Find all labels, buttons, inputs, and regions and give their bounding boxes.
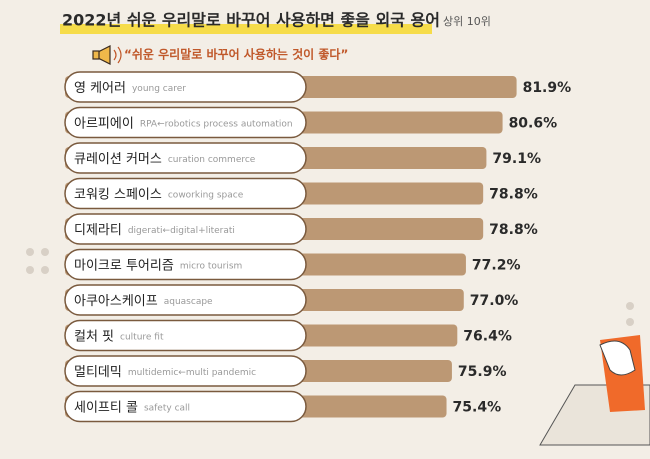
category-description: coworking space (168, 190, 244, 200)
category-name: 마이크로 투어리즘 (74, 258, 174, 273)
annotation: “쉬운 우리말로 바꾸어 사용하는 것이 좋다” (124, 47, 348, 62)
category-label: 아쿠아스케이프 aquascape (74, 294, 213, 309)
category-label: 큐레이션 커머스 curation commerce (74, 152, 256, 167)
title-highlight (60, 24, 432, 34)
label-pill (64, 355, 307, 387)
label-pill (64, 177, 307, 210)
category-name: 멀티데믹 (74, 365, 122, 380)
category-name: 코워킹 스페이스 (74, 187, 162, 202)
category-label: 세이프티 콜 safety call (74, 400, 190, 415)
category-description: RPA←robotics process automation (140, 119, 293, 129)
value-label: 76.4% (463, 329, 512, 345)
label-pill (64, 142, 307, 174)
category-description: multidemic←multi pandemic (128, 368, 256, 378)
category-label: 마이크로 투어리즘 micro tourism (74, 258, 242, 273)
category-name: 컬처 핏 (74, 329, 114, 344)
category-description: safety call (144, 403, 190, 413)
label-pill (64, 213, 307, 245)
category-name: 아르피에이 (74, 116, 134, 131)
category-label: 아르피에이 RPA←robotics process automation (74, 116, 293, 131)
category-description: micro tourism (180, 261, 242, 271)
category-name: 큐레이션 커머스 (74, 152, 162, 167)
label-pill (64, 390, 307, 423)
category-name: 아쿠아스케이프 (74, 294, 158, 309)
category-description: curation commerce (168, 155, 256, 165)
value-label: 77.2% (472, 258, 521, 274)
category-description: culture fit (120, 332, 164, 342)
label-pill (64, 319, 307, 352)
hand-illustration (539, 335, 650, 446)
label-pill (64, 106, 307, 139)
category-label: 영 케어러 young carer (74, 81, 186, 96)
category-label: 디제라티 digerati←digital+literati (74, 223, 235, 238)
value-label: 77.0% (470, 293, 519, 309)
category-description: digerati←digital+literati (128, 226, 235, 236)
label-pill (64, 248, 307, 281)
category-description: aquascape (164, 297, 213, 307)
value-label: 78.8% (489, 187, 538, 203)
value-label: 75.9% (458, 364, 507, 380)
value-label: 75.4% (453, 400, 502, 416)
category-name: 디제라티 (74, 223, 122, 238)
label-pill (64, 71, 307, 103)
category-name: 영 케어러 (74, 81, 126, 96)
label-pill (64, 284, 307, 316)
category-name: 세이프티 콜 (74, 400, 138, 415)
chart-title: 2022년 쉬운 우리말로 바꾸어 사용하면 좋을 외국 용어 (62, 11, 440, 30)
category-label: 컬처 핏 culture fit (74, 329, 164, 344)
chart-subtitle: 상위 10위 (443, 15, 491, 28)
value-label: 79.1% (492, 151, 541, 167)
value-label: 78.8% (489, 222, 538, 238)
megaphone-icon (92, 45, 122, 65)
decor-dots (26, 248, 634, 326)
category-label: 멀티데믹 multidemic←multi pandemic (74, 365, 256, 380)
category-description: young carer (132, 84, 186, 94)
value-label: 80.6% (509, 116, 558, 132)
category-label: 코워킹 스페이스 coworking space (74, 187, 244, 202)
value-label: 81.9% (523, 80, 572, 96)
